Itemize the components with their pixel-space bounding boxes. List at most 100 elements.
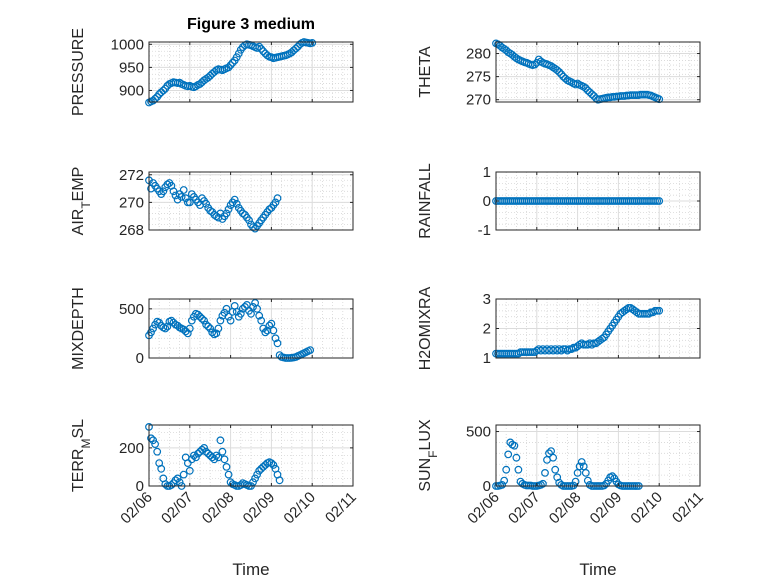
data-point xyxy=(555,68,564,76)
data-point xyxy=(171,476,180,485)
data-point xyxy=(563,346,572,355)
data-point xyxy=(253,304,262,313)
data-point xyxy=(198,445,206,454)
data-point xyxy=(512,453,521,462)
data-point xyxy=(512,54,521,63)
data-point xyxy=(571,477,580,486)
data-point xyxy=(202,320,211,329)
y-axis-label: SUNFLUX xyxy=(417,419,440,492)
data-point xyxy=(259,324,268,333)
data-point xyxy=(230,195,239,204)
data-point xyxy=(210,455,219,464)
y-tick-label: 268 xyxy=(119,222,144,239)
data-point xyxy=(224,205,233,214)
axes-box xyxy=(148,171,354,231)
data-point xyxy=(151,440,160,449)
subplot-theta: 270 275 280 THETA xyxy=(417,39,701,109)
data-point xyxy=(222,304,231,313)
data-point xyxy=(173,474,182,483)
y-tick-label: 0 xyxy=(136,478,144,495)
data-point xyxy=(569,343,578,352)
data-point xyxy=(220,308,229,317)
data-point xyxy=(259,47,268,56)
subplot-h2omixra: 1 2 3 H2OMIXRA xyxy=(417,286,701,370)
data-point xyxy=(194,310,202,319)
data-point xyxy=(267,319,276,328)
data-point xyxy=(651,197,659,205)
data-point xyxy=(255,311,264,320)
data-point xyxy=(196,312,204,321)
data-point xyxy=(608,472,617,481)
data-point xyxy=(500,476,509,485)
data-point xyxy=(179,470,188,479)
data-point xyxy=(265,205,274,214)
data-point xyxy=(202,199,211,208)
data-point xyxy=(528,348,537,357)
data-point xyxy=(228,58,237,67)
y-tick-label: 272 xyxy=(119,167,144,184)
data-point xyxy=(206,206,215,215)
axes-box xyxy=(495,41,701,103)
data-point xyxy=(269,461,278,469)
data-point xyxy=(167,316,176,325)
data-point xyxy=(238,209,247,218)
data-point xyxy=(583,476,592,485)
data-point xyxy=(177,192,186,201)
data-point xyxy=(147,434,155,443)
y-axis-label: THETA xyxy=(417,46,434,98)
y-axis-label: MIXDEPTH xyxy=(70,287,87,370)
data-point xyxy=(247,309,255,318)
data-point xyxy=(191,453,200,462)
y-tick-label: 3 xyxy=(483,291,491,308)
data-point xyxy=(549,453,557,462)
data-point xyxy=(212,451,221,460)
data-point xyxy=(169,187,178,196)
data-point xyxy=(159,86,168,95)
y-axis-label: H2OMIXRA xyxy=(417,286,434,370)
y-tick-label: 0 xyxy=(483,478,491,495)
data-point xyxy=(249,303,257,311)
data-point xyxy=(306,346,315,355)
data-point xyxy=(551,465,560,474)
y-tick-label: 270 xyxy=(466,92,491,109)
data-point xyxy=(581,84,590,93)
x-axis-label-left: Time xyxy=(232,560,269,579)
data-point xyxy=(553,66,562,75)
y-axis-label: PRESSURE xyxy=(70,28,87,116)
data-point xyxy=(189,451,198,460)
data-point xyxy=(514,465,523,474)
data-point xyxy=(220,455,229,464)
data-point xyxy=(147,328,155,337)
data-point xyxy=(149,436,158,445)
data-point xyxy=(200,444,209,452)
data-point xyxy=(224,63,233,72)
subplot-pressure: 900 950 1000 PRESSURE xyxy=(70,28,354,116)
data-point xyxy=(187,455,196,464)
y-axis-label: RAINFALL xyxy=(417,163,434,239)
data-point xyxy=(222,209,231,218)
y-tick-label: 1000 xyxy=(111,36,144,53)
y-tick-label: 1 xyxy=(483,350,491,367)
data-point xyxy=(292,44,300,53)
data-point xyxy=(577,458,586,466)
y-axis-label: AIRTEMP xyxy=(70,167,93,236)
data-point xyxy=(175,78,184,87)
data-point xyxy=(216,436,225,445)
data-point xyxy=(581,469,590,477)
y-tick-label: 275 xyxy=(466,69,491,86)
data-point xyxy=(575,462,584,471)
data-point xyxy=(253,470,262,479)
data-point xyxy=(655,306,664,315)
data-point xyxy=(557,70,566,79)
data-point xyxy=(224,470,233,479)
axes-box xyxy=(148,424,354,487)
data-point xyxy=(198,314,206,323)
axes-box xyxy=(148,41,354,103)
data-point xyxy=(273,339,282,348)
data-point xyxy=(651,306,659,315)
data-point xyxy=(204,322,213,331)
data-point xyxy=(208,328,217,337)
axes-box xyxy=(148,298,354,359)
data-point xyxy=(159,187,168,196)
axes-box xyxy=(495,424,701,487)
